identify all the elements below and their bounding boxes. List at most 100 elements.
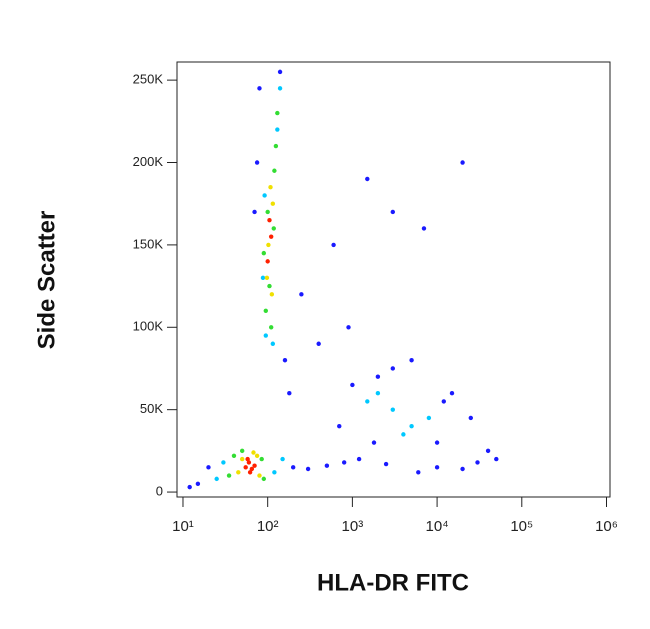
event-dot xyxy=(268,325,274,330)
event-dot xyxy=(272,470,277,475)
event-dot xyxy=(268,234,274,239)
x-tick-label: 10² xyxy=(257,518,279,535)
event-dot xyxy=(243,465,248,470)
event-dot xyxy=(226,473,232,478)
event-dot xyxy=(337,423,342,429)
y-tick-label: 250K xyxy=(133,72,164,87)
event-dot xyxy=(290,465,296,470)
event-dot xyxy=(434,465,440,470)
event-dot xyxy=(390,209,395,215)
event-dot xyxy=(275,127,280,132)
event-dot xyxy=(195,481,201,487)
event-dot xyxy=(214,476,219,482)
event-dot xyxy=(269,292,275,297)
event-dot xyxy=(257,86,262,91)
event-dot xyxy=(460,466,465,472)
event-dot xyxy=(266,242,271,248)
event-dot xyxy=(262,193,267,198)
event-dot xyxy=(277,86,283,91)
event-dot xyxy=(254,160,260,165)
event-dot xyxy=(270,341,276,346)
event-dot xyxy=(249,466,255,472)
event-dot xyxy=(282,358,288,363)
event-dot xyxy=(267,217,272,223)
event-dot xyxy=(239,456,245,462)
event-dot xyxy=(263,308,268,314)
event-dot xyxy=(280,456,285,462)
event-dot xyxy=(254,453,260,459)
event-dot xyxy=(365,176,370,182)
event-dot xyxy=(421,226,427,231)
event-dot xyxy=(252,463,257,468)
event-dot xyxy=(287,390,292,396)
event-dot xyxy=(375,374,381,379)
event-dot xyxy=(265,259,270,264)
event-dot xyxy=(441,399,446,404)
event-dot xyxy=(273,143,279,149)
event-dot xyxy=(261,250,267,256)
event-dot xyxy=(356,456,362,462)
event-dot xyxy=(409,423,414,429)
event-dot xyxy=(346,325,351,330)
event-dot xyxy=(350,382,355,388)
event-dot xyxy=(247,470,253,475)
y-tick-label: 0 xyxy=(156,483,163,498)
x-tick-label: 10⁶ xyxy=(595,518,618,535)
event-dot xyxy=(401,432,406,437)
event-dot xyxy=(324,463,330,468)
event-dot xyxy=(494,456,499,462)
x-axis-title: HLA-DR FITC xyxy=(317,569,469,596)
event-dot xyxy=(267,283,272,289)
event-dot xyxy=(260,275,266,281)
event-dot xyxy=(449,390,455,396)
event-dot xyxy=(275,110,280,116)
x-tick-label: 10³ xyxy=(342,518,364,535)
event-dot xyxy=(434,440,440,445)
y-tick-label: 150K xyxy=(133,236,164,251)
event-dot xyxy=(259,456,264,462)
event-dot xyxy=(257,473,262,478)
event-dot xyxy=(390,366,395,371)
event-dot xyxy=(261,476,267,482)
event-dot xyxy=(271,226,276,231)
event-dot xyxy=(239,448,245,454)
event-dot xyxy=(263,333,268,338)
event-dot xyxy=(341,460,347,465)
event-dot xyxy=(365,399,370,404)
event-dot xyxy=(331,242,336,248)
plot-frame xyxy=(176,61,611,498)
event-dot xyxy=(252,209,257,215)
event-dot xyxy=(231,453,237,459)
y-tick-label: 200K xyxy=(133,154,164,169)
event-dot xyxy=(316,341,321,346)
event-dot xyxy=(305,466,311,472)
event-dot xyxy=(270,201,276,206)
event-dot xyxy=(268,185,273,190)
event-dot xyxy=(264,275,270,281)
x-tick-label: 10¹ xyxy=(172,518,194,535)
event-dot xyxy=(246,460,252,465)
event-dot xyxy=(426,415,432,421)
event-dot xyxy=(187,484,192,490)
event-dot xyxy=(251,450,256,455)
y-tick-label: 50K xyxy=(140,401,163,416)
event-dot xyxy=(383,461,389,467)
event-dot xyxy=(460,160,465,165)
event-dot xyxy=(371,440,377,445)
event-dot xyxy=(299,292,304,297)
event-dot xyxy=(409,358,414,363)
event-dot xyxy=(375,390,381,396)
y-tick-label: 100K xyxy=(133,319,164,334)
event-dot xyxy=(265,209,270,215)
event-dot xyxy=(206,465,211,470)
x-tick-label: 10⁵ xyxy=(510,518,533,535)
event-dot xyxy=(416,470,421,475)
event-dot xyxy=(468,415,473,421)
event-dot xyxy=(277,69,283,75)
event-dot xyxy=(236,470,241,475)
event-dot xyxy=(475,460,480,465)
y-axis-title: Side Scatter xyxy=(33,211,60,350)
event-dot xyxy=(245,456,250,462)
event-dot xyxy=(221,460,226,465)
